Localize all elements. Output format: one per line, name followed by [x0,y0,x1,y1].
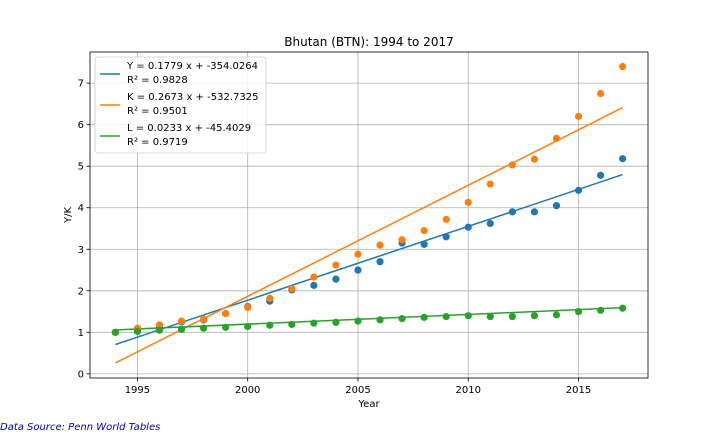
point-k [464,198,472,206]
legend-label-y: Y = 0.1779 x + -354.0264 [126,61,258,72]
y-tick-label: 7 [78,79,84,90]
point-k [288,285,296,293]
point-y [552,202,561,210]
data-source-note: Data Source: Penn World Tables [0,422,161,433]
point-y [486,219,494,228]
point-k [442,215,450,223]
legend-box [94,56,267,154]
y-ticks: 0 1 2 3 4 5 6 7 [78,79,90,380]
point-k [530,155,539,163]
point-l [596,306,605,314]
point-k [508,161,516,169]
y-tick-label: 1 [78,328,84,339]
point-k [310,273,318,281]
point-l [442,312,450,321]
x-tick-label: 2010 [456,385,481,396]
legend-r2-y: R² = 0.9828 [127,75,188,86]
point-k [266,294,274,302]
x-axis-label: Year [357,399,380,410]
point-l [530,312,539,320]
point-y [619,155,627,163]
point-k [177,317,186,325]
legend-r2-k: R² = 0.9501 [127,106,188,117]
legend: Y = 0.1779 x + -354.0264 R² = 0.9828 K = 0… [94,56,267,154]
point-l [376,316,384,324]
point-k [552,134,561,142]
x-ticks: 1995 2000 2005 2010 2015 [125,378,591,396]
point-y [332,275,340,283]
point-l [398,315,406,323]
point-k [332,261,340,269]
point-k [619,62,627,71]
point-y [442,233,450,241]
y-tick-label: 4 [78,203,84,214]
chart-title: Bhutan (BTN): 1994 to 2017 [284,35,453,49]
point-k [354,250,362,258]
point-l [244,322,252,331]
point-y [420,240,428,248]
point-k [596,89,605,98]
point-k [244,303,252,312]
point-l [288,320,296,329]
fit-lines [115,106,623,364]
point-y [596,171,605,179]
point-k [420,226,428,235]
point-l [155,326,164,334]
point-l [332,318,340,326]
legend-label-k: K = 0.2673 x + -532.7325 [127,92,258,103]
y-tick-label: 5 [78,162,84,173]
point-l [199,324,208,332]
point-y [574,186,583,194]
point-l [310,319,318,327]
point-y [354,266,362,274]
point-l [133,327,142,336]
point-y [508,208,516,216]
y-tick-label: 3 [78,245,84,256]
x-tick-label: 1995 [125,385,150,396]
point-l [222,323,230,331]
x-tick-label: 2005 [345,385,370,396]
point-l [266,321,274,329]
point-l [508,312,516,321]
data-points [111,62,627,336]
point-y [376,258,384,266]
fit-line-y [115,173,623,346]
point-y [310,281,318,289]
x-tick-label: 2015 [566,385,591,396]
chart: 1995 2000 2005 2010 2015 0 1 2 3 4 5 6 7 Bhutan (BT… [63,35,649,410]
point-l [354,317,362,325]
plot-frame [89,51,649,379]
point-k [486,180,494,188]
fit-line-k [115,106,623,364]
fit-line-l [115,306,623,331]
point-l [619,304,627,312]
point-y [530,208,539,216]
point-y [464,223,472,231]
point-l [574,307,583,316]
y-tick-label: 0 [78,369,84,380]
y-tick-label: 6 [78,120,84,131]
point-k [398,236,406,244]
point-k [376,241,384,249]
point-k [574,112,583,120]
y-axis-label: Y/K [63,207,74,224]
point-l [111,328,119,336]
point-k [199,315,208,323]
point-l [486,312,494,321]
point-k [222,310,230,318]
point-l [464,312,472,320]
y-tick-label: 2 [78,286,84,297]
legend-label-l: L = 0.0233 x + -45.4029 [127,123,251,134]
legend-r2-l: R² = 0.9719 [127,137,188,148]
x-tick-label: 2000 [235,385,260,396]
point-l [552,311,561,319]
point-l [177,325,186,334]
point-k [155,321,164,329]
point-l [420,313,428,321]
